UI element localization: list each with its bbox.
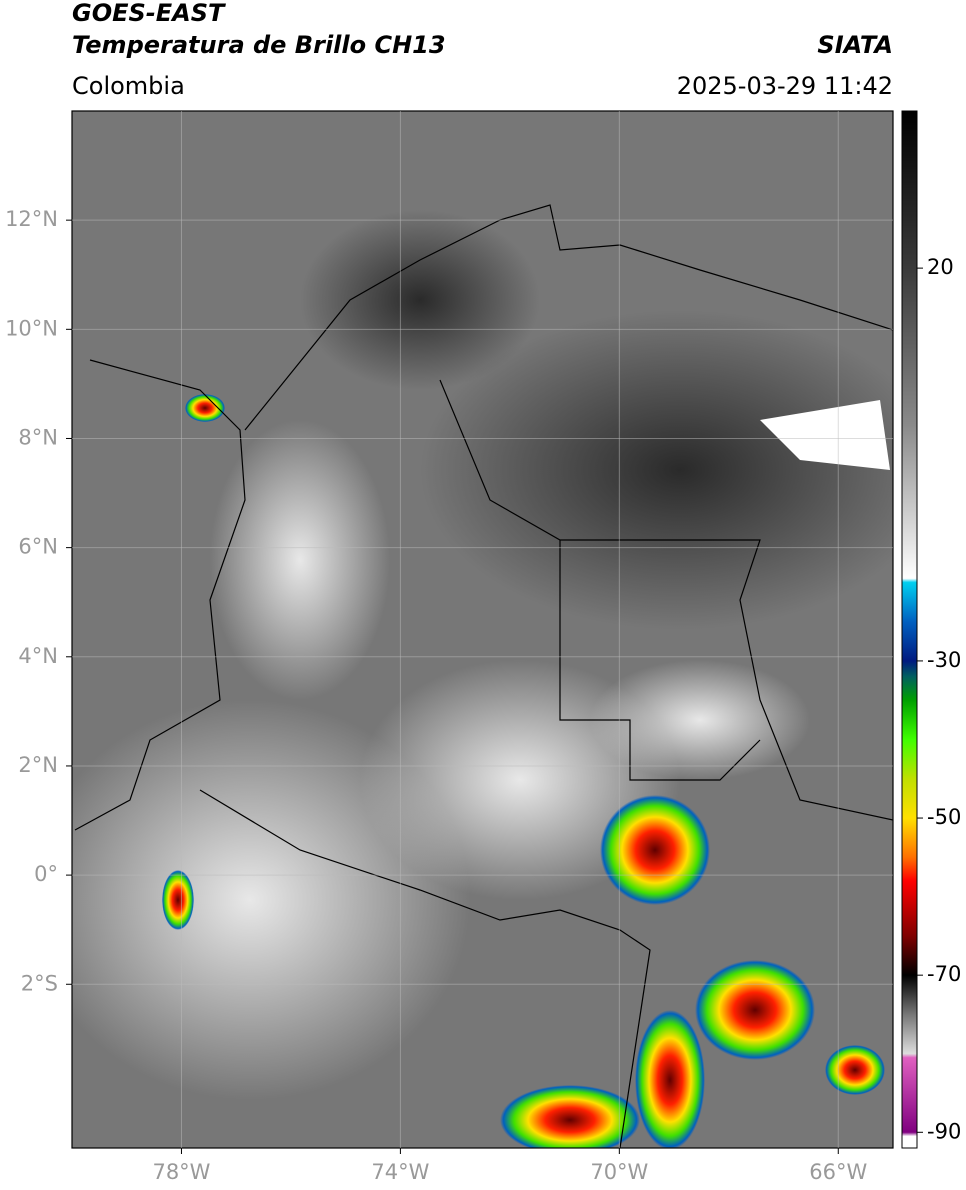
y-tick-label: 0° [34, 862, 58, 886]
map-frame [71, 110, 894, 1149]
colorbar-tick-label: -90 [927, 1119, 961, 1143]
storm [695, 960, 815, 1060]
colorbar-tick-label: -30 [927, 648, 961, 672]
colorbar-tick-label: -70 [927, 962, 961, 986]
coastline [74, 359, 246, 831]
x-tick-label: 74°W [371, 1160, 429, 1184]
dark-area [420, 310, 893, 630]
cold-patch [760, 400, 890, 470]
y-tick-label: 10°N [5, 316, 58, 340]
coastline [244, 204, 893, 431]
storm [500, 1085, 640, 1148]
subtitle: Temperatura de Brillo CH13 [72, 31, 446, 59]
y-tick-label: 8°N [18, 425, 58, 449]
dark-area [300, 210, 540, 390]
colorbar-tick-label: 20 [927, 255, 954, 279]
x-tick-label: 70°W [590, 1160, 648, 1184]
datetime: 2025-03-29 11:42 [677, 72, 893, 100]
light-area [210, 420, 390, 700]
y-tick-label: 4°N [18, 644, 58, 668]
storm [825, 1045, 885, 1095]
source: SIATA [817, 31, 893, 59]
y-tick-label: 12°N [5, 207, 58, 231]
border [559, 540, 761, 781]
storm [185, 394, 225, 422]
y-tick-label: 2°S [21, 971, 58, 995]
colorbar [901, 110, 918, 1149]
title: GOES-EAST [72, 0, 226, 27]
imagery [72, 111, 893, 1148]
region: Colombia [72, 72, 185, 100]
border [199, 789, 651, 1148]
storm [162, 870, 194, 930]
light-area [590, 660, 810, 780]
colorbar-tick-label: -50 [927, 805, 961, 829]
border [439, 379, 893, 821]
storm [600, 795, 710, 905]
x-tick-label: 66°W [809, 1160, 867, 1184]
storm [635, 1010, 705, 1148]
y-tick-label: 6°N [18, 535, 58, 559]
x-tick-label: 78°W [152, 1160, 210, 1184]
y-tick-label: 2°N [18, 753, 58, 777]
